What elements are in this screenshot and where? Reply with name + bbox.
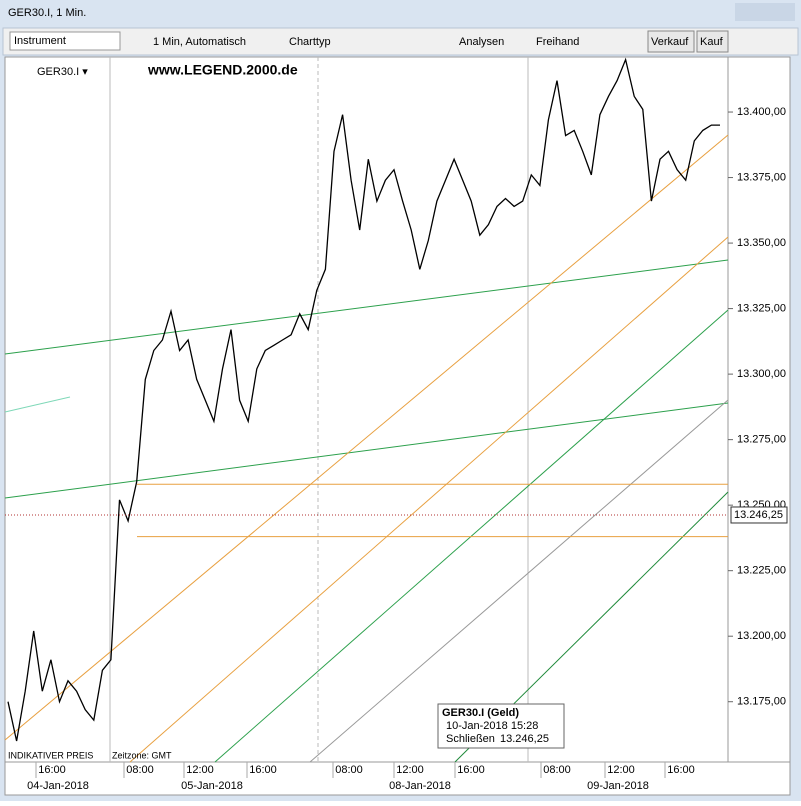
trend-line	[4, 259, 729, 355]
last-price-label: 13.246,25	[734, 509, 783, 521]
trend-line	[4, 402, 729, 499]
interval-dropdown[interactable]: 1 Min, Automatisch	[153, 36, 246, 48]
x-tick-label: 16:00	[249, 764, 277, 776]
buy-label: Kauf	[700, 36, 724, 48]
trend-line	[309, 399, 729, 763]
y-axis-panel	[727, 56, 791, 763]
tooltip-datetime: 10-Jan-2018 15:28	[446, 720, 538, 732]
tooltip	[437, 703, 565, 749]
instrument-input[interactable]	[9, 31, 121, 51]
x-tick-label: 08:00	[543, 764, 571, 776]
y-tick-label: 13.200,00	[737, 630, 786, 642]
y-tick-label: 13.275,00	[737, 434, 786, 446]
x-axis-panel	[4, 761, 791, 796]
tooltip-close-value: 13.246,25	[500, 733, 549, 745]
window-controls[interactable]	[735, 3, 795, 21]
symbol-selector[interactable]: GER30.I ▾	[37, 66, 88, 78]
trend-line	[4, 396, 71, 413]
sell-button[interactable]	[647, 30, 695, 53]
x-tick-label: 16:00	[457, 764, 485, 776]
date-label: 04-Jan-2018	[27, 780, 89, 792]
y-tick-label: 13.300,00	[737, 368, 786, 380]
x-tick-label: 16:00	[38, 764, 66, 776]
trend-line	[129, 236, 729, 763]
last-price-box	[730, 506, 788, 524]
plot-area	[4, 56, 729, 763]
date-label: 08-Jan-2018	[389, 780, 451, 792]
instrument-placeholder: Instrument	[14, 35, 66, 47]
date-label: 09-Jan-2018	[587, 780, 649, 792]
tooltip-title: GER30.I (Geld)	[442, 707, 519, 719]
x-tick-label: 08:00	[335, 764, 363, 776]
y-tick-label: 13.325,00	[737, 303, 786, 315]
trend-line	[214, 309, 729, 763]
y-tick-label: 13.350,00	[737, 237, 786, 249]
x-tick-label: 08:00	[126, 764, 154, 776]
sell-label: Verkauf	[651, 36, 689, 48]
drawings	[4, 57, 729, 763]
charttype-dropdown[interactable]: Charttyp	[289, 36, 331, 48]
trend-line	[4, 134, 729, 741]
x-tick-label: 12:00	[396, 764, 424, 776]
y-tick-label: 13.175,00	[737, 696, 786, 708]
y-tick-label: 13.225,00	[737, 565, 786, 577]
x-tick-label: 12:00	[186, 764, 214, 776]
date-label: 05-Jan-2018	[181, 780, 243, 792]
watermark: www.LEGEND.2000.de	[147, 62, 298, 78]
tooltip-close-label: Schließen	[446, 733, 495, 745]
price-note: INDIKATIVER PREIS	[8, 750, 93, 760]
y-tick-label: 13.400,00	[737, 106, 786, 118]
timezone-note: Zeitzone: GMT	[112, 750, 172, 760]
analysen-dropdown[interactable]: Analysen	[459, 36, 504, 48]
x-tick-label: 16:00	[667, 764, 695, 776]
y-tick-label: 13.375,00	[737, 171, 786, 183]
freihand-dropdown[interactable]: Freihand	[536, 36, 579, 48]
price-line	[7, 57, 720, 742]
x-tick-label: 12:00	[607, 764, 635, 776]
window-title: GER30.I, 1 Min.	[8, 7, 86, 19]
buy-button[interactable]	[696, 30, 729, 53]
